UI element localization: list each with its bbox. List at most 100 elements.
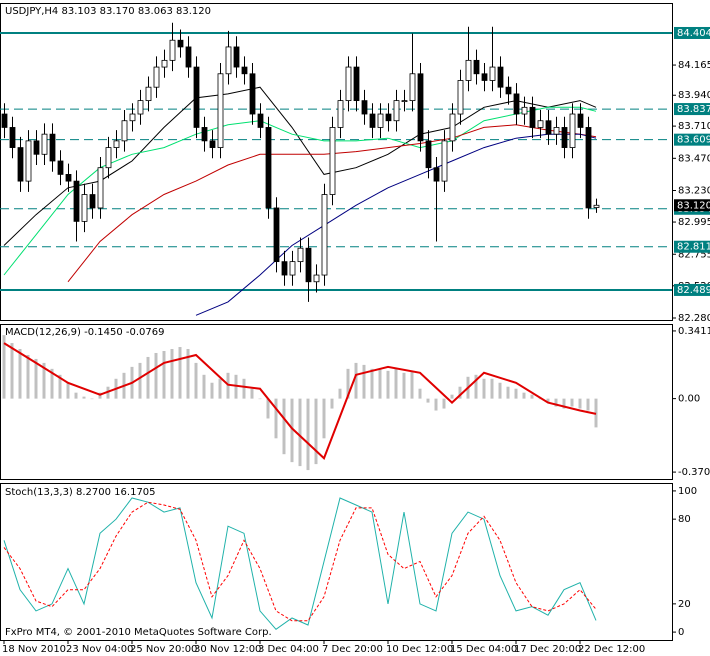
histogram-bar <box>138 362 142 399</box>
footer: FxPro MT4, © 2001-2010 MetaQuotes Softwa… <box>5 627 272 638</box>
histogram-bar <box>314 398 318 465</box>
histogram-bar <box>178 347 182 399</box>
candle-body <box>33 140 40 155</box>
candle-body <box>585 127 592 209</box>
histogram-bar <box>346 368 350 399</box>
histogram-bar <box>490 378 494 399</box>
candle-body <box>561 127 568 148</box>
moving-average <box>3 106 597 276</box>
candle-body <box>57 160 64 175</box>
histogram-bar <box>162 350 166 399</box>
x-tick-label: 7 Dec 20:00 <box>322 644 383 655</box>
histogram-bar <box>386 370 390 399</box>
candle-body <box>193 66 200 128</box>
candle-body <box>513 93 520 115</box>
candle-body <box>385 113 392 122</box>
histogram-bar <box>282 398 286 455</box>
y-tick-label: 20 <box>678 599 691 610</box>
histogram-bar <box>210 382 214 399</box>
level-label-box <box>674 240 710 253</box>
histogram-bar <box>90 398 94 400</box>
candle-body <box>297 247 304 263</box>
candle-body <box>1 113 8 128</box>
histogram-bar <box>370 368 374 399</box>
candle-body <box>465 59 472 81</box>
histogram-bar <box>394 368 398 399</box>
histogram-bar <box>378 368 382 399</box>
candle-body <box>105 147 112 169</box>
candle-body <box>409 73 416 102</box>
y-tick-label: 82.280 <box>678 313 710 324</box>
histogram-bar <box>322 398 326 439</box>
histogram-bar <box>338 388 342 399</box>
candle-body <box>505 86 512 95</box>
level-label-box <box>674 26 710 39</box>
macd-title: MACD(12,26,9) -0.1450 -0.0769 <box>5 327 165 338</box>
candle-body <box>353 66 360 102</box>
histogram-bar <box>458 386 462 399</box>
level-label-box <box>674 283 710 296</box>
histogram-bar <box>186 349 190 399</box>
histogram-bar <box>34 358 38 399</box>
level-label-box <box>674 133 710 146</box>
candle-body <box>201 127 208 142</box>
stoch-line <box>3 501 597 622</box>
x-tick-label: 15 Dec 04:00 <box>450 644 517 655</box>
candle-body <box>169 39 176 61</box>
histogram-bar <box>146 356 150 399</box>
histogram-bar <box>498 382 502 399</box>
candle-body <box>137 100 144 115</box>
candle-body <box>161 59 168 68</box>
histogram-bar <box>506 386 510 399</box>
candle-body <box>81 194 88 222</box>
candle-body <box>257 113 264 128</box>
histogram-bar <box>202 374 206 399</box>
x-tick-label: 22 Dec 12:00 <box>578 644 645 655</box>
x-tick-label: 30 Nov 12:00 <box>194 644 261 655</box>
level-label-box <box>674 103 710 116</box>
histogram-bar <box>194 362 198 399</box>
moving-average <box>67 124 597 283</box>
candle-body <box>249 73 256 115</box>
histogram-bar <box>538 398 542 400</box>
moving-average <box>195 133 597 316</box>
candle-body <box>369 113 376 128</box>
plot-layer: 84.165 83.940 83.710 83.470 83.230 82.995 82.7… <box>0 22 710 655</box>
histogram-bar <box>354 362 358 399</box>
price-pane <box>0 3 673 321</box>
candle-body <box>145 86 152 102</box>
histogram-bar <box>242 378 246 399</box>
histogram-bar <box>170 349 174 399</box>
histogram-bar <box>306 398 310 471</box>
histogram-bar <box>522 392 526 399</box>
candle-body <box>449 113 456 142</box>
y-tick-label: 83.230 <box>678 186 710 197</box>
macd-pane <box>0 324 673 480</box>
candle-body <box>593 204 600 208</box>
candle-body <box>25 140 32 182</box>
y-tick-label: 80 <box>678 514 691 525</box>
candle-body <box>489 66 496 81</box>
candle-body <box>241 66 248 75</box>
candle-body <box>577 113 584 128</box>
level-label: 83.609 <box>677 135 710 146</box>
histogram-bar <box>578 398 582 409</box>
candle-body <box>225 46 232 75</box>
candle-body <box>457 80 464 115</box>
histogram-bar <box>18 349 22 399</box>
candle-body <box>553 127 560 135</box>
histogram-bar <box>554 398 558 407</box>
histogram-bar <box>226 372 230 399</box>
histogram-bar <box>482 378 486 399</box>
level-label: 83.837 <box>677 104 710 115</box>
price-title: USDJPY,H4 83.103 83.170 83.063 83.120 <box>5 6 211 17</box>
x-tick-label: 17 Dec 20:00 <box>514 644 581 655</box>
x-tick-label: 25 Nov 20:00 <box>130 644 197 655</box>
y-tick-label: 0 <box>678 627 684 638</box>
x-tick-label: 3 Dec 04:00 <box>258 644 319 655</box>
candle-body <box>569 113 576 148</box>
histogram-bar <box>82 396 86 399</box>
histogram-bar <box>586 398 590 411</box>
y-tick-label: 100 <box>678 486 697 497</box>
